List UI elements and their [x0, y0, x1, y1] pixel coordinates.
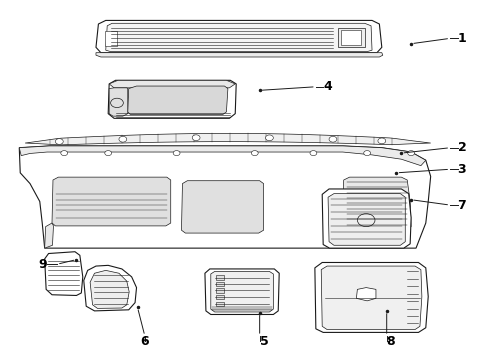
Polygon shape [84, 265, 137, 311]
Bar [105, 31, 117, 45]
Bar [338, 28, 365, 47]
Polygon shape [322, 189, 411, 248]
Polygon shape [128, 86, 228, 114]
Circle shape [310, 150, 317, 156]
Bar [341, 31, 361, 45]
Polygon shape [19, 146, 431, 248]
Text: 4: 4 [323, 80, 332, 93]
Bar [216, 302, 224, 306]
Circle shape [329, 136, 337, 142]
Circle shape [408, 150, 415, 156]
Polygon shape [108, 80, 236, 118]
Text: 8: 8 [387, 335, 395, 348]
Text: 2: 2 [458, 141, 466, 154]
Circle shape [61, 150, 68, 156]
Polygon shape [328, 194, 405, 245]
Text: 9: 9 [39, 258, 47, 271]
Text: 7: 7 [458, 199, 466, 212]
Polygon shape [25, 134, 431, 145]
Bar [216, 295, 224, 300]
Polygon shape [45, 252, 83, 296]
Circle shape [251, 150, 258, 156]
Polygon shape [96, 21, 382, 53]
Text: 3: 3 [458, 163, 466, 176]
Bar [216, 275, 224, 280]
Text: 1: 1 [458, 32, 466, 45]
Circle shape [266, 135, 273, 141]
Polygon shape [90, 270, 129, 309]
Polygon shape [45, 223, 53, 248]
Text: 6: 6 [141, 335, 149, 348]
Bar [216, 288, 224, 293]
Circle shape [55, 139, 63, 144]
Circle shape [119, 136, 127, 142]
Polygon shape [52, 177, 171, 226]
Polygon shape [96, 53, 383, 57]
Polygon shape [109, 88, 128, 116]
Text: 5: 5 [260, 335, 269, 348]
Circle shape [378, 138, 386, 144]
Polygon shape [211, 271, 273, 312]
Polygon shape [106, 23, 372, 51]
Polygon shape [321, 266, 422, 329]
Circle shape [364, 150, 370, 156]
Circle shape [173, 150, 180, 156]
Polygon shape [356, 288, 376, 301]
Circle shape [105, 150, 112, 156]
Polygon shape [315, 262, 428, 332]
Polygon shape [181, 181, 264, 233]
Circle shape [192, 135, 200, 140]
Polygon shape [205, 269, 279, 315]
Bar [216, 282, 224, 286]
Polygon shape [109, 80, 235, 88]
Polygon shape [343, 177, 411, 230]
Polygon shape [19, 146, 426, 166]
